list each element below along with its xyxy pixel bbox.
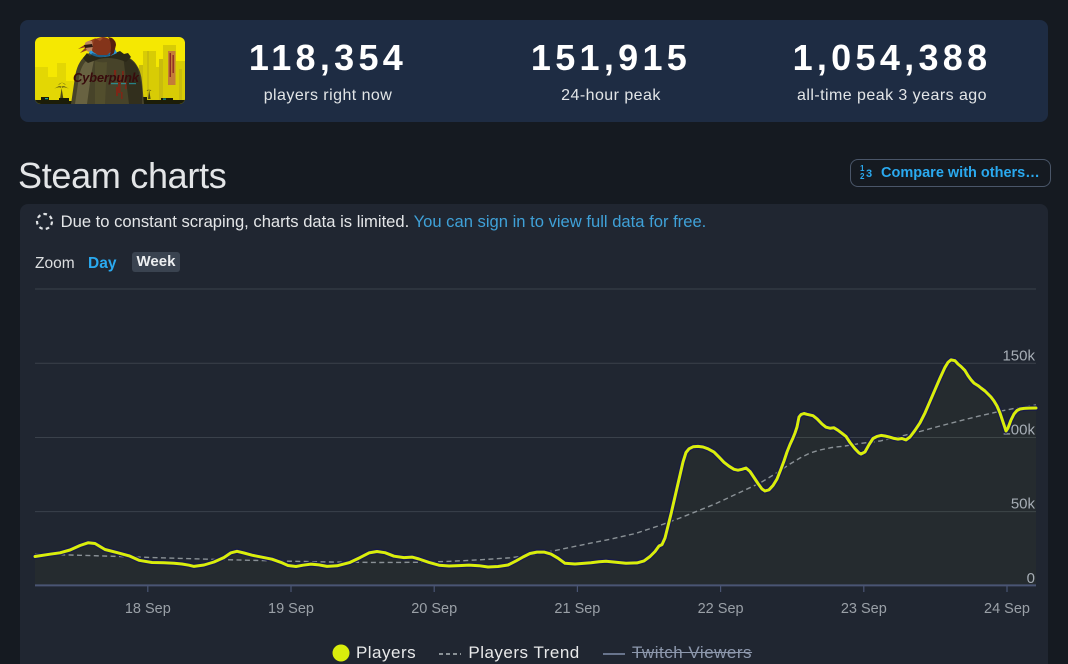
svg-text:20 Sep: 20 Sep — [411, 601, 457, 617]
svg-text:23 Sep: 23 Sep — [841, 601, 887, 617]
svg-text:Cyberpunk: Cyberpunk — [73, 70, 140, 85]
svg-text:24 Sep: 24 Sep — [984, 601, 1030, 617]
svg-text:2: 2 — [860, 172, 865, 179]
svg-text:1: 1 — [860, 164, 865, 173]
svg-text:0: 0 — [1027, 570, 1035, 587]
svg-text:19 Sep: 19 Sep — [268, 601, 314, 617]
svg-text:22 Sep: 22 Sep — [698, 601, 744, 617]
svg-text:18 Sep: 18 Sep — [125, 601, 171, 617]
svg-text:3: 3 — [866, 168, 872, 179]
svg-text:150k: 150k — [1002, 347, 1035, 364]
svg-text:21 Sep: 21 Sep — [554, 601, 600, 617]
svg-text:50k: 50k — [1011, 496, 1036, 513]
